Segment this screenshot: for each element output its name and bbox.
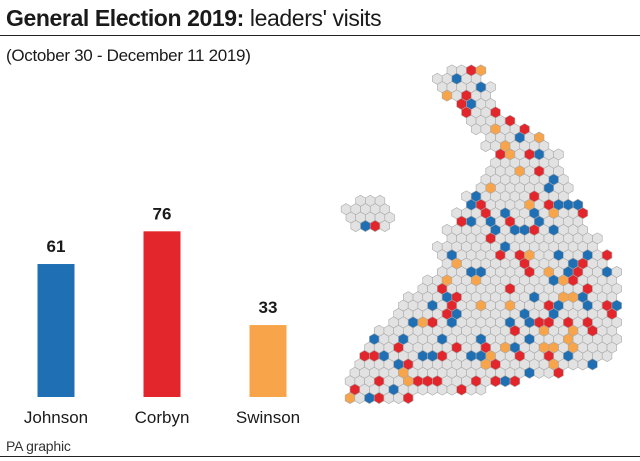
- constituency-hex: [344, 392, 356, 404]
- chart-subtitle: (October 30 - December 11 2019): [6, 46, 251, 65]
- constituency-hex: [543, 366, 554, 379]
- value-label-johnson: 61: [47, 237, 66, 256]
- constituency-hex: [393, 392, 404, 404]
- hex-map: [340, 64, 622, 404]
- chart-title-bold: General Election 2019:: [6, 5, 244, 31]
- constituency-hex: [441, 89, 453, 102]
- constituency-hex: [364, 392, 375, 404]
- constituency-hex: [373, 392, 385, 404]
- constituency-hex: [456, 383, 467, 396]
- chart-title: General Election 2019: leaders' visits: [6, 4, 382, 32]
- constituency-hex: [360, 220, 371, 232]
- top-divider: [0, 35, 640, 36]
- constituency-hex: [350, 220, 361, 232]
- constituency-hex: [383, 392, 394, 404]
- category-label-johnson: Johnson: [24, 408, 88, 427]
- bar-swinson: [249, 325, 287, 397]
- constituency-hex: [509, 375, 521, 388]
- constituency-hex: [403, 392, 414, 404]
- constituency-hex: [490, 375, 501, 388]
- constituency-hex: [446, 383, 457, 396]
- constituency-hex: [417, 383, 428, 396]
- category-label-swinson: Swinson: [236, 408, 300, 427]
- category-label-corbyn: Corbyn: [135, 408, 190, 427]
- constituency-hex: [577, 358, 588, 371]
- constituency-hex: [500, 375, 511, 388]
- constituency-hex: [475, 383, 487, 396]
- constituency-hex: [437, 383, 448, 396]
- value-label-corbyn: 76: [153, 204, 172, 223]
- value-label-swinson: 33: [259, 298, 278, 317]
- bar-corbyn: [143, 231, 181, 397]
- constituency-hex: [567, 358, 579, 371]
- constituency-hex: [369, 220, 381, 232]
- bar-johnson: [37, 264, 75, 397]
- constituency-hex: [480, 140, 491, 152]
- constituency-hex: [466, 383, 477, 396]
- bar-chart: 61 Johnson 76 Corbyn 33 Swinson: [24, 204, 300, 427]
- constituency-hex: [379, 220, 390, 232]
- constituency-hex: [354, 392, 365, 404]
- constituency-hex: [533, 366, 545, 379]
- constituency-hex: [427, 383, 438, 396]
- source-credit: PA graphic: [6, 438, 71, 454]
- constituency-hex: [524, 366, 535, 379]
- constituency-hex: [587, 358, 598, 371]
- constituency-hex: [553, 366, 564, 379]
- chart-title-rest: leaders' visits: [243, 5, 382, 31]
- bottom-divider: [0, 456, 640, 457]
- constituency-hex: [601, 350, 613, 362]
- constituency-hex: [470, 123, 482, 136]
